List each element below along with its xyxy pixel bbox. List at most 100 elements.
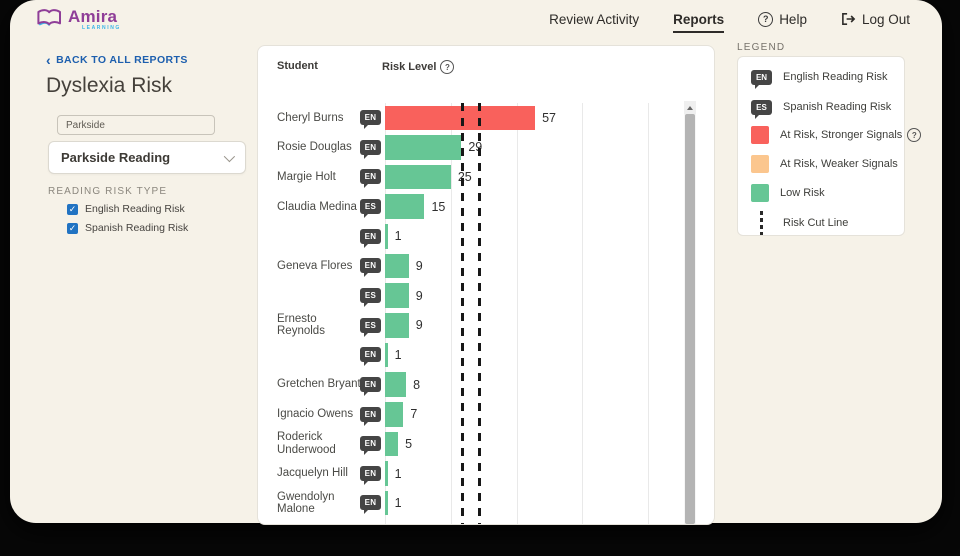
en-badge-icon: EN bbox=[360, 258, 381, 278]
en-badge-icon: EN bbox=[360, 406, 381, 426]
back-to-reports-link[interactable]: ‹ BACK TO ALL REPORTS bbox=[46, 52, 188, 68]
risk-bar bbox=[385, 431, 399, 457]
student-name: Margie Holt bbox=[277, 170, 336, 183]
risk-bar bbox=[385, 490, 388, 516]
brand-tagline: LEARNING bbox=[82, 24, 121, 31]
chart-row: Roderick Underwood EN 5 bbox=[258, 429, 714, 459]
help-circle-icon: ? bbox=[758, 11, 774, 27]
scroll-layer bbox=[258, 101, 714, 524]
risk-value: 29 bbox=[468, 140, 483, 155]
gridline bbox=[516, 103, 518, 524]
risk-bar bbox=[385, 313, 409, 338]
es-badge-icon: ES bbox=[751, 99, 772, 119]
chart-row: Ernesto Reynolds ES 9 bbox=[258, 311, 714, 341]
legend-item-risk-cut-line: Risk Cut Line bbox=[751, 211, 896, 235]
en-badge-icon: EN bbox=[360, 465, 381, 485]
plot-area: Cheryl Burns EN 57 Rosie Douglas EN 29 Margie … bbox=[258, 101, 714, 524]
chevron-left-icon: ‹ bbox=[46, 52, 52, 68]
risk-level-column-header: Risk Level ? bbox=[382, 60, 455, 74]
es-badge-icon: ES bbox=[360, 198, 381, 218]
chart-row: Gretchen Bryant EN 8 bbox=[258, 370, 714, 400]
legend-item-spanish: ES Spanish Reading Risk bbox=[751, 96, 896, 119]
gridline bbox=[648, 103, 650, 524]
en-badge-icon: EN bbox=[360, 228, 381, 248]
risk-value: 1 bbox=[394, 229, 402, 244]
student-name: Gretchen Bryant bbox=[277, 378, 361, 391]
student-name: Jacquelyn Hill bbox=[277, 467, 348, 480]
school-filter-input[interactable] bbox=[57, 115, 215, 135]
es-badge-icon: ES bbox=[360, 287, 381, 307]
scrollbar-thumb[interactable] bbox=[685, 114, 695, 524]
chart-row: EN 1 bbox=[258, 340, 714, 370]
risk-value: 7 bbox=[410, 407, 418, 422]
red-swatch bbox=[751, 126, 769, 144]
gridline bbox=[582, 103, 584, 524]
risk-value: 1 bbox=[394, 348, 402, 362]
brand-name: Amira bbox=[68, 6, 118, 26]
chart-row: Geneva Flores EN 9 bbox=[258, 251, 714, 281]
nav-menu: Review Activity Reports ? Help Log Out bbox=[549, 11, 942, 33]
chart-row: Ignacio Owens EN 7 bbox=[258, 400, 714, 430]
risk-value: 57 bbox=[542, 110, 556, 125]
en-badge-icon: EN bbox=[360, 110, 381, 129]
chart-row: Gwendolyn Malone EN 1 bbox=[258, 488, 714, 518]
checkbox-checked-icon: ✓ bbox=[67, 203, 78, 215]
risk-value: 1 bbox=[394, 466, 402, 481]
open-book-icon bbox=[37, 8, 61, 26]
logout-icon bbox=[842, 13, 856, 25]
en-badge-icon: EN bbox=[751, 69, 772, 89]
risk-bar bbox=[385, 461, 388, 486]
risk-value: 5 bbox=[405, 436, 413, 451]
nav-review-activity[interactable]: Review Activity bbox=[549, 11, 640, 27]
nav-reports[interactable]: Reports bbox=[673, 12, 725, 33]
app-window: Amira LEARNING Review Activity Reports ?… bbox=[10, 0, 942, 525]
risk-bar bbox=[385, 253, 409, 279]
risk-bar bbox=[385, 135, 462, 160]
risk-cut-line-icon bbox=[751, 211, 772, 235]
risk-bar bbox=[385, 402, 404, 427]
nav-log-out[interactable]: Log Out bbox=[841, 12, 910, 27]
risk-bar bbox=[385, 342, 388, 368]
chart-row: Claudia Medina ES 15 bbox=[258, 192, 714, 222]
vertical-scrollbar[interactable] bbox=[684, 101, 696, 524]
risk-chart-card: Student Risk Level ? Cheryl Burns EN 57 Ros… bbox=[257, 45, 715, 525]
es-badge-icon: ES bbox=[360, 317, 381, 337]
legend-item-low-risk: Low Risk bbox=[751, 182, 896, 204]
checkbox-spanish-reading-risk[interactable]: ✓ Spanish Reading Risk bbox=[67, 222, 189, 234]
student-name: Cheryl Burns bbox=[277, 111, 344, 124]
risk-level-help-icon[interactable]: ? bbox=[440, 60, 455, 74]
report-select-value: Parkside Reading bbox=[61, 150, 171, 165]
risk-value: 9 bbox=[415, 259, 423, 274]
chart-row: Margie Holt EN 25 bbox=[258, 162, 714, 192]
risk-value: 15 bbox=[431, 199, 446, 214]
risk-bar bbox=[385, 283, 409, 308]
risk-bar bbox=[385, 105, 536, 130]
chevron-down-icon bbox=[223, 150, 236, 162]
checkbox-english-reading-risk[interactable]: ✓ English Reading Risk bbox=[67, 203, 185, 215]
nav-help[interactable]: ? Help bbox=[758, 11, 807, 27]
en-badge-icon: EN bbox=[360, 495, 381, 515]
page-title: Dyslexia Risk bbox=[46, 74, 173, 97]
chart-row: Jacquelyn Hill EN 1 bbox=[258, 459, 714, 489]
risk-bar bbox=[385, 372, 407, 397]
amira-logo[interactable]: Amira LEARNING bbox=[36, 8, 121, 31]
legend-card: EN English Reading Risk ES Spanish Readi… bbox=[737, 56, 922, 236]
student-name: Roderick Underwood bbox=[277, 431, 336, 456]
risk-bar bbox=[385, 224, 388, 249]
legend-item-at-risk-stronger: At Risk, Stronger Signals ? bbox=[751, 124, 922, 146]
scroll-up-button[interactable] bbox=[684, 101, 696, 114]
student-name: Claudia Medina bbox=[277, 200, 357, 213]
legend-item-english: EN English Reading Risk bbox=[751, 66, 896, 89]
risk-bar bbox=[385, 194, 425, 219]
risk-value: 9 bbox=[415, 288, 423, 303]
en-badge-icon: EN bbox=[360, 376, 381, 396]
green-swatch bbox=[751, 184, 769, 202]
stronger-signals-help-icon[interactable]: ? bbox=[907, 128, 922, 142]
legend-item-at-risk-weaker: At Risk, Weaker Signals bbox=[751, 153, 898, 175]
chart-row: Cheryl Burns EN 57 bbox=[258, 103, 714, 133]
report-select-dropdown[interactable]: Parkside Reading bbox=[48, 141, 246, 174]
en-badge-icon: EN bbox=[360, 169, 381, 189]
orange-swatch bbox=[751, 155, 769, 173]
scroll-up-arrow-icon bbox=[687, 105, 693, 110]
gridline bbox=[450, 103, 452, 524]
